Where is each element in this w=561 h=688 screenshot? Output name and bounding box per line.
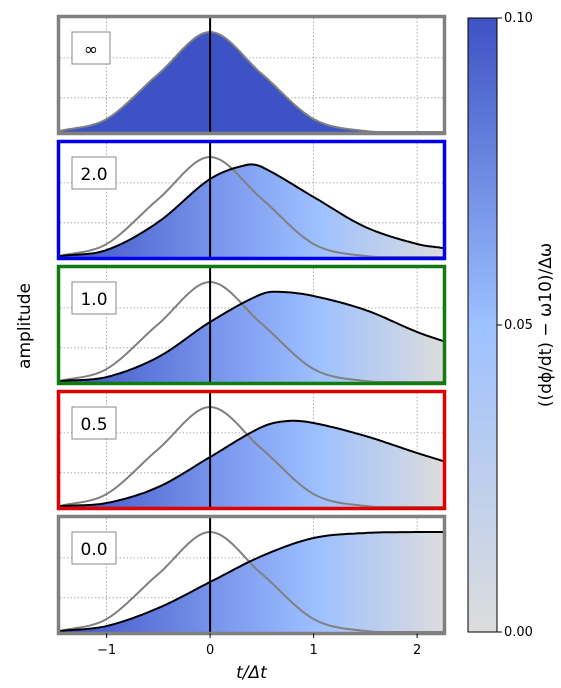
x-tick-label: 0	[206, 643, 214, 658]
area-fill	[60, 164, 443, 257]
x-tick-label: −1	[97, 643, 116, 658]
x-axis-label: t/Δt	[236, 663, 268, 683]
panel-label: 0.0	[80, 540, 107, 560]
panel-label: 0.5	[80, 415, 107, 435]
x-tick-label: 1	[309, 643, 317, 658]
colorbar-tick-label: 0.00	[504, 625, 533, 640]
series-line	[60, 163, 443, 257]
reference-curve	[60, 155, 443, 257]
y-axis-label: amplitude	[15, 283, 35, 369]
panel-label-box	[71, 156, 117, 190]
series-line	[60, 30, 443, 132]
panel-3: 1.0	[56, 264, 447, 386]
panel-4: 0.5	[56, 389, 447, 511]
area-fill	[60, 532, 443, 632]
panel-border	[56, 514, 447, 636]
area-fill	[60, 32, 443, 132]
x-tick-label: 2	[413, 643, 421, 658]
colorbar: 0.00 0.05 0.10 ((dϕ/dt) − ω10)/Δω	[467, 11, 556, 640]
series-line	[60, 419, 443, 507]
reference-curve	[60, 530, 443, 632]
panel-label: 1.0	[80, 290, 107, 310]
colorbar-gradient	[467, 17, 498, 633]
panel-border	[56, 139, 447, 261]
series-line	[60, 290, 443, 382]
panel-label-box	[71, 531, 117, 565]
colorbar-tick-label: 0.10	[504, 11, 533, 26]
x-axis: −1 0 1 2 t/Δt	[97, 633, 421, 683]
area-fill	[60, 291, 443, 382]
colorbar-tick-label: 0.05	[504, 318, 533, 333]
panel-border	[56, 264, 447, 386]
panel-1: ∞	[56, 14, 447, 136]
panel-5: 0.0	[56, 514, 447, 636]
reference-curve	[60, 405, 443, 507]
panel-label-box	[71, 406, 117, 440]
colorbar-label: ((dϕ/dt) − ω10)/Δω	[536, 243, 556, 407]
panel-border	[56, 14, 447, 136]
series-line	[60, 531, 443, 632]
panel-2: 2.0	[56, 139, 447, 261]
panel-border	[56, 389, 447, 511]
panel-label-box	[71, 31, 111, 65]
panel-label: 2.0	[80, 165, 107, 185]
panels-layer: ∞ 2.0 1.0 0.5 0.0	[56, 14, 447, 636]
area-fill	[60, 420, 443, 507]
panel-label: ∞	[84, 40, 98, 60]
panel-label-box	[71, 281, 117, 315]
reference-curve	[60, 280, 443, 382]
